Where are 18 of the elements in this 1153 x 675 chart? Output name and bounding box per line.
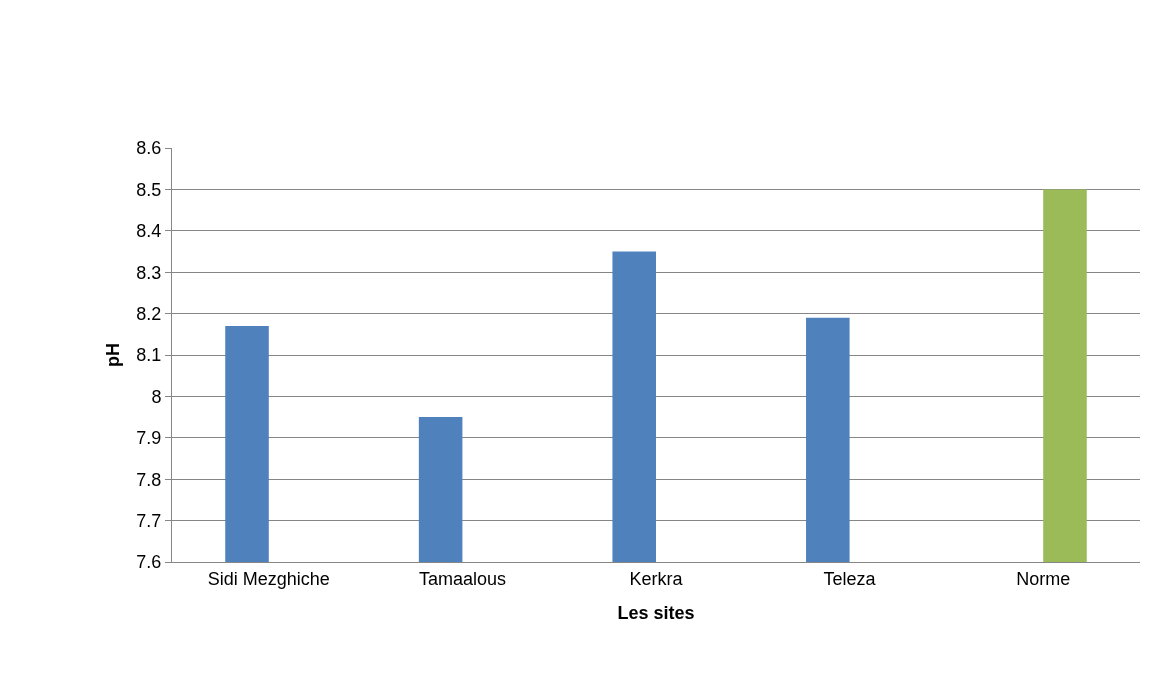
y-tick-label: 8 [151,386,162,407]
y-tick-label: 8.3 [136,262,162,283]
y-tick-label: 7.8 [136,469,162,490]
y-tick-label: 7.6 [136,552,162,573]
x-tick-label: Sidi Mezghiche [207,568,330,589]
y-axis-title: pH [102,343,123,367]
x-tick-label: Tamaalous [418,568,506,589]
y-tick-label: 8.1 [136,345,162,366]
y-tick-label: 7.7 [136,510,162,531]
y-tick-label: 8.2 [136,303,162,324]
y-tick-label: 7.9 [136,428,162,449]
x-tick-label: Teleza [823,568,877,589]
x-tick-label: Kerkra [629,568,684,589]
y-tick-label: 8.5 [136,179,162,200]
y-tick-label: 8.6 [136,138,162,159]
x-axis-title: Les sites [617,602,695,623]
y-tick-label: 8.4 [136,221,162,242]
x-tick-label: Norme [1016,568,1071,589]
